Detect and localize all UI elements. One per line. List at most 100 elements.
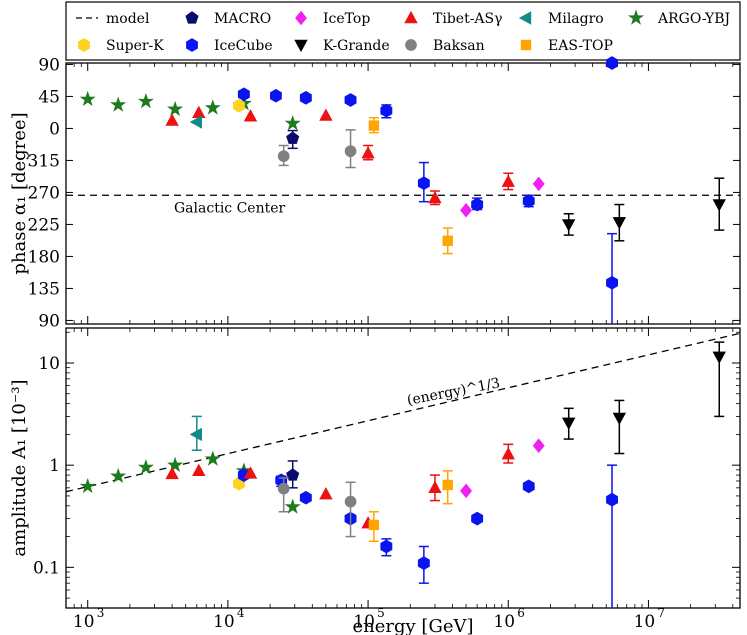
phase-y-label: phase α₁ [degree] <box>9 112 30 274</box>
phase-point-eas-top <box>368 120 380 131</box>
legend-marker-icecube <box>186 38 198 52</box>
amplitude-point-baksan <box>344 495 357 508</box>
phase-point-k-grande <box>561 219 576 232</box>
phase-point-tibet-as <box>165 113 179 126</box>
legend: model MACRO IceTop Tibet-ASγ Milagro ARGO-YBJ… <box>65 1 741 61</box>
legend-label-model: model <box>106 11 150 27</box>
legend-marker-milagro <box>518 11 532 25</box>
x-tick-label: 10 <box>353 612 375 632</box>
x-tick-label: 10 <box>73 612 95 632</box>
phase-point-icecube <box>237 87 250 102</box>
amplitude-point-k-grande <box>561 417 576 430</box>
phase-point-icecube <box>522 194 535 208</box>
phase-point-icecube <box>417 176 430 191</box>
phase-y-tick-label: 315 <box>28 151 60 171</box>
amplitude-y-tick-label: 1 <box>49 456 60 476</box>
legend-label-icetop: IceTop <box>323 11 370 27</box>
phase-point-icecube <box>471 197 484 212</box>
legend-label-super-k: Super-K <box>106 38 164 54</box>
legend-label-k-grande: K-Grande <box>323 38 390 54</box>
galactic-center-label: Galactic Center <box>174 200 286 216</box>
phase-point-icecube <box>344 93 357 107</box>
phase-y-tick-label: 270 <box>28 183 60 203</box>
legend-marker-k-grande <box>294 39 308 53</box>
amplitude-point-k-grande <box>712 351 726 364</box>
phase-y-tick-label: 180 <box>28 247 60 267</box>
legend-marker-tibet-as <box>404 10 418 24</box>
amplitude-point-eas-top <box>368 519 380 531</box>
x-tick-label-exponent: 5 <box>377 606 385 620</box>
amplitude-point-tibet-as <box>319 487 333 500</box>
phase-y-tick-label: 45 <box>38 87 60 107</box>
phase-y-tick-label: 135 <box>28 279 60 299</box>
legend-marker-icetop <box>295 10 307 26</box>
x-tick-label-exponent: 7 <box>657 606 665 620</box>
amplitude-y-tick-label: 10 <box>38 354 60 374</box>
amplitude-point-icecube <box>380 539 393 554</box>
x-tick-label: 10 <box>493 612 515 632</box>
amplitude-point-baksan <box>277 482 290 495</box>
legend-label-icecube: IceCube <box>214 38 273 54</box>
phase-point-super-k <box>233 98 245 113</box>
phase-point-icecube <box>299 90 312 105</box>
amplitude-plot-frame <box>65 327 741 609</box>
phase-point-argo-ybj <box>110 96 127 112</box>
amplitude-point-eas-top <box>442 479 453 491</box>
amplitude-point-tibet-as <box>192 463 206 477</box>
amplitude-point-argo-ybj <box>167 456 184 472</box>
x-axis-label: energy [GeV] <box>353 616 474 635</box>
amplitude-point-tibet-as <box>501 447 515 460</box>
phase-point-tibet-as <box>319 108 333 121</box>
phase-point-tibet-as <box>192 105 206 118</box>
phase-point-icecube <box>269 88 282 103</box>
phase-point-argo-ybj <box>284 115 301 131</box>
phase-plot-frame <box>65 62 741 325</box>
amplitude-point-icecube <box>417 556 430 570</box>
model-line <box>65 332 741 493</box>
model-line-label: (energy)^1/3 <box>406 375 502 409</box>
amplitude-point-icecube <box>471 511 484 526</box>
phase-point-argo-ybj <box>79 90 96 107</box>
phase-point-icecube <box>606 275 619 290</box>
phase-point-baksan <box>277 150 290 163</box>
legend-label-eas-top: EAS-TOP <box>548 38 613 54</box>
amplitude-point-argo-ybj <box>79 477 96 494</box>
legend-marker-super-k <box>78 38 90 52</box>
phase-y-tick-label: 90 <box>38 55 60 75</box>
amplitude-point-icetop <box>460 483 472 499</box>
amplitude-point-argo-ybj <box>137 459 154 475</box>
phase-y-tick-label: 225 <box>28 215 60 235</box>
amplitude-point-tibet-as <box>428 480 442 494</box>
amplitude-point-icecube <box>522 479 535 494</box>
legend-label-milagro: Milagro <box>548 11 604 27</box>
legend-label-tibet-as: Tibet-ASγ <box>433 11 503 27</box>
phase-point-argo-ybj <box>167 100 184 117</box>
amplitude-point-icecube <box>299 490 312 505</box>
x-tick-label-exponent: 6 <box>517 606 525 620</box>
phase-point-argo-ybj <box>137 92 154 109</box>
phase-y-tick-label: 90 <box>38 311 60 331</box>
phase-point-icecube <box>606 56 619 70</box>
x-tick-label-exponent: 4 <box>237 606 245 620</box>
legend-label-argo-ybj: ARGO-YBJ <box>657 11 730 27</box>
phase-point-k-grande <box>712 199 726 212</box>
phase-point-k-grande <box>612 217 627 230</box>
amplitude-y-tick-label: 0.1 <box>33 558 60 578</box>
phase-point-eas-top <box>442 235 453 246</box>
phase-y-tick-label: 0 <box>49 119 60 139</box>
phase-point-baksan <box>344 145 357 158</box>
phase-point-argo-ybj <box>204 99 221 115</box>
phase-point-tibet-as <box>361 146 375 159</box>
phase-point-icetop <box>460 202 472 218</box>
legend-label-macro: MACRO <box>214 11 271 27</box>
amplitude-point-macro <box>286 468 300 481</box>
legend-marker-eas-top <box>520 39 532 51</box>
legend-label-baksan: Baksan <box>433 38 485 54</box>
amplitude-point-milagro <box>189 427 202 442</box>
legend-marker-argo-ybj <box>628 9 644 25</box>
legend-marker-macro <box>185 11 199 24</box>
amplitude-point-icetop <box>532 438 545 453</box>
amplitude-panel: 0.1 1 10 (energy)^1/3 amplitude A₁ [10⁻³] <box>9 327 741 609</box>
